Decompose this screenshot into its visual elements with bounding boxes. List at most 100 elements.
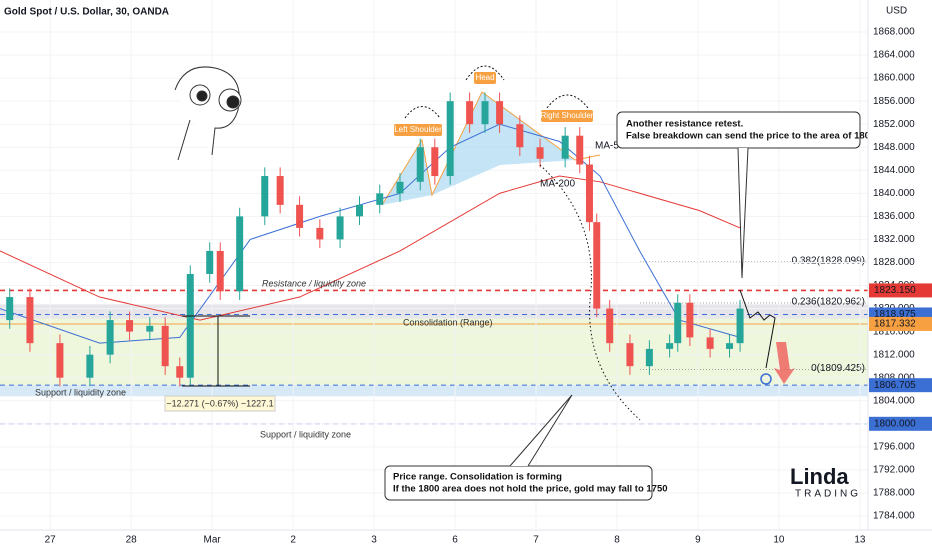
candle-body (86, 354, 94, 378)
x-tick-label: 28 (126, 535, 138, 546)
ma-line (0, 175, 741, 321)
label-box (474, 72, 496, 84)
candle-body (161, 325, 169, 367)
y-tick-label: 1860.000 (873, 73, 915, 84)
candle-body (186, 274, 194, 378)
y-tick-label: 1828.000 (873, 257, 915, 268)
candle-body (316, 227, 324, 240)
candle-body (593, 222, 601, 309)
level-badge (869, 378, 932, 393)
candle-body (416, 147, 424, 182)
callout-pointer (509, 394, 573, 467)
candle-body (561, 135, 569, 159)
candle-body (496, 101, 504, 125)
legend-label: MA-50 (595, 141, 625, 152)
y-tick-label: 1844.000 (873, 165, 915, 176)
x-tick-label: 8 (614, 535, 620, 546)
candle-body (236, 216, 244, 292)
y-tick-label: 1868.000 (873, 27, 915, 38)
callout-text: If the 1800 area does not hold the price… (393, 484, 668, 495)
y-tick-label: 1816.000 (873, 326, 915, 337)
y-tick-label: 1852.000 (873, 119, 915, 130)
fib-label: 0.382(1828.099) (792, 256, 865, 267)
y-tick-label: 1856.000 (873, 96, 915, 107)
pattern-label: Head (475, 73, 494, 82)
y-tick-label: 1808.000 (873, 372, 915, 383)
fib-label: 0.236(1820.962) (792, 297, 865, 308)
price-axis (868, 0, 932, 550)
candle-body (26, 297, 34, 344)
x-tick-label: 9 (695, 535, 701, 546)
candle-body (206, 250, 214, 274)
fib-label: 0(1809.425) (811, 363, 865, 374)
candle-body (585, 164, 593, 223)
level-label: 1800.000 (874, 418, 916, 429)
y-tick-label: 1788.000 (873, 488, 915, 499)
level-label: 1823.150 (874, 285, 916, 296)
shoulder-arc (546, 94, 589, 109)
y-tick-label: 1784.000 (873, 511, 915, 522)
candle-body (261, 176, 269, 217)
x-tick-label: 7 (533, 535, 539, 546)
candle-body (576, 135, 584, 165)
chart-title: Gold Spot / U.S. Dollar, 30, OANDA (4, 7, 169, 18)
annotation: Support / liquidity zone (260, 429, 351, 439)
candle-body (736, 308, 744, 344)
down-arrow (774, 342, 795, 384)
pattern-head (432, 92, 575, 195)
candle-body (481, 101, 489, 125)
candle-body (376, 193, 384, 205)
x-tick-label: 3 (371, 535, 377, 546)
doodle (174, 66, 242, 161)
annotation: Support / liquidity zone (35, 387, 126, 397)
support-zone (0, 385, 868, 397)
candle-body (146, 325, 154, 332)
candle-body (106, 320, 114, 355)
fall-path (539, 164, 641, 421)
x-tick-label: Mar (204, 535, 222, 546)
consolidation-zone (0, 314, 868, 386)
y-tick-label: 1812.000 (873, 349, 915, 360)
pattern-label: Left Shoulder (394, 125, 442, 134)
candles (6, 92, 744, 387)
candle-body (516, 124, 524, 148)
pattern-label: Right Shoulder (541, 111, 594, 120)
y-tick-label: 1792.000 (873, 465, 915, 476)
level-badge (869, 316, 932, 331)
candle-body (674, 302, 682, 344)
candle-body (666, 343, 674, 349)
candle-body (336, 216, 344, 240)
head-arc (465, 65, 505, 81)
candle-body (446, 101, 454, 177)
y-tick-label: 1796.000 (873, 441, 915, 452)
annotation: Consolidation (Range) (403, 317, 493, 327)
candle-body (706, 337, 714, 349)
candle-body (431, 147, 439, 177)
logo-text: TRADING (795, 489, 861, 500)
level-label: 1817.332 (874, 319, 916, 330)
y-tick-label: 1832.000 (873, 234, 915, 245)
y-tick-label: 1864.000 (873, 50, 915, 61)
callout-text: Another resistance retest. (626, 119, 743, 130)
label-box (541, 110, 593, 122)
y-tick-label: 1848.000 (873, 142, 915, 153)
level-badge (869, 283, 932, 298)
candle-body (536, 147, 544, 159)
target-marker (760, 373, 772, 385)
candle-body (6, 297, 14, 321)
candle-body (396, 181, 404, 194)
logo-text: Linda (790, 464, 849, 489)
candle-body (216, 250, 224, 292)
x-tick-label: 2 (290, 535, 296, 546)
y-tick-label: 1836.000 (873, 211, 915, 222)
candle-body (176, 366, 184, 378)
level-label: 1806.705 (874, 380, 916, 391)
callout-text: False breakdown can send the price to th… (626, 131, 876, 142)
measure-box (164, 395, 276, 412)
x-tick-label: 10 (773, 535, 785, 546)
x-tick-label: 27 (45, 535, 57, 546)
legend-label: MA-200 (540, 178, 575, 189)
callout-pointer (737, 147, 749, 279)
